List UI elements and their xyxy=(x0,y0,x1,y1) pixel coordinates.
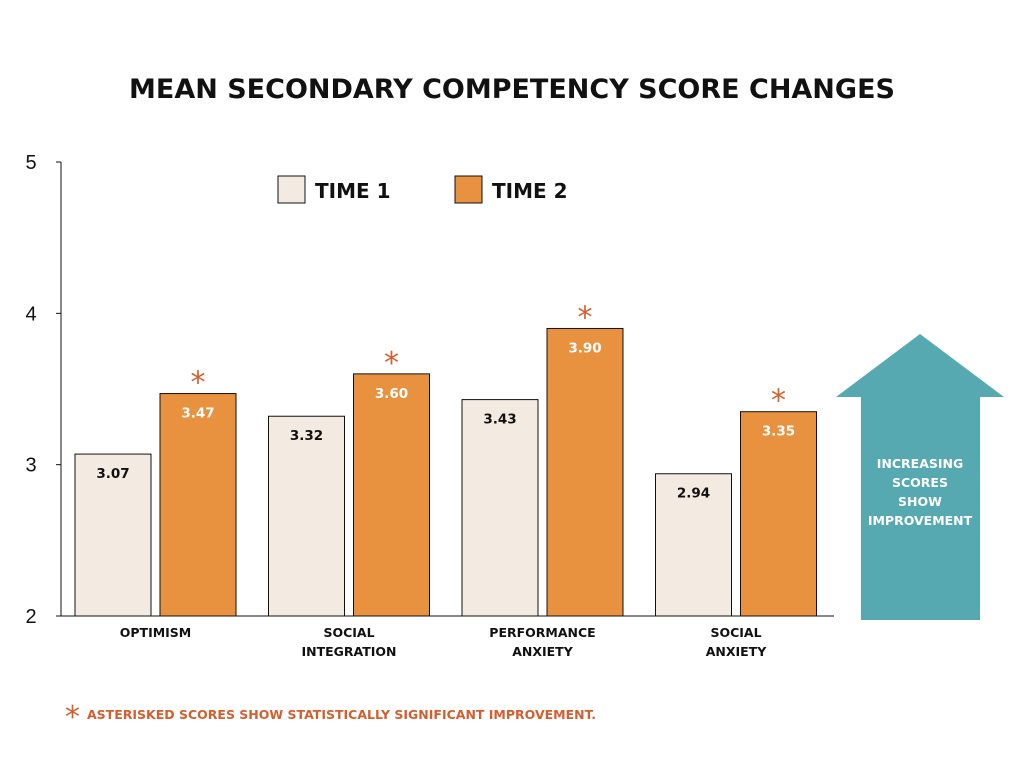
footnote-text: ASTERISKED SCORES SHOW STATISTICALLY SIG… xyxy=(87,707,596,722)
bar-time1 xyxy=(461,399,539,617)
bar-value-label: 3.07 xyxy=(96,466,129,482)
category-label: INTEGRATION xyxy=(301,644,396,659)
category-label: OPTIMISM xyxy=(120,625,192,640)
significance-asterisk-icon: * xyxy=(191,366,206,401)
category-label: ANXIETY xyxy=(512,644,573,659)
bar-value-label: 3.35 xyxy=(762,424,795,440)
bar-value-label: 3.47 xyxy=(181,406,214,422)
bar-time1 xyxy=(268,415,345,617)
chart-title: MEAN SECONDARY COMPETENCY SCORE CHANGES xyxy=(129,74,895,105)
bar-value-label: 2.94 xyxy=(677,486,710,502)
footnote-asterisk-icon: * xyxy=(65,700,80,735)
arrow-text-line: INCREASING xyxy=(877,456,964,471)
significance-asterisk-icon: * xyxy=(384,346,399,381)
bar-time2 xyxy=(740,411,817,617)
legend-swatch xyxy=(277,175,306,204)
up-arrow-icon xyxy=(836,334,1004,620)
bars: 3.07 3.47 * 3.32 3.60 * 3.43 3.90 * 2.94 3.35 * xyxy=(74,300,817,617)
category-label: SOCIAL xyxy=(323,625,374,640)
y-tick-label: 3 xyxy=(25,455,36,477)
category-label: PERFORMANCE xyxy=(489,625,595,640)
bar-value-label: 3.90 xyxy=(568,340,601,356)
bar-value-label: 3.60 xyxy=(375,386,408,402)
arrow-text-line: SCORES xyxy=(892,475,948,490)
legend-swatch xyxy=(454,175,483,204)
improvement-arrow: INCREASING SCORES SHOW IMPROVEMENT xyxy=(836,334,1004,620)
category-label: ANXIETY xyxy=(706,644,767,659)
bar-value-label: 3.32 xyxy=(290,428,323,444)
category-label: SOCIAL xyxy=(710,625,761,640)
legend: TIME 1 TIME 2 xyxy=(277,175,568,204)
y-tick-label: 5 xyxy=(25,152,36,174)
bar-value-label: 3.43 xyxy=(483,412,516,428)
bar-time2 xyxy=(159,393,237,617)
arrow-text-line: SHOW xyxy=(898,494,942,509)
legend-label: TIME 2 xyxy=(492,179,568,203)
x-axis-labels: OPTIMISM SOCIAL INTEGRATION PERFORMANCE ANXI… xyxy=(120,625,767,659)
arrow-text-line: IMPROVEMENT xyxy=(868,513,973,528)
bar-time2 xyxy=(353,373,430,617)
legend-label: TIME 1 xyxy=(315,179,391,203)
y-tick-label: 2 xyxy=(25,606,36,628)
significance-asterisk-icon: * xyxy=(578,300,593,335)
bar-time2 xyxy=(546,327,624,617)
footnote: * ASTERISKED SCORES SHOW STATISTICALLY S… xyxy=(65,700,596,735)
arrow-label: INCREASING SCORES SHOW IMPROVEMENT xyxy=(868,456,973,528)
bar-time1 xyxy=(655,473,732,617)
bar-time1 xyxy=(74,453,152,617)
y-tick-label: 4 xyxy=(25,303,36,325)
significance-asterisk-icon: * xyxy=(771,384,786,419)
